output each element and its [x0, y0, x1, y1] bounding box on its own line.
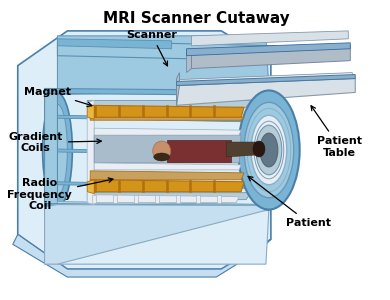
Polygon shape — [13, 234, 271, 277]
Polygon shape — [87, 193, 251, 200]
Text: Scanner: Scanner — [126, 30, 177, 66]
Ellipse shape — [244, 102, 294, 198]
Ellipse shape — [251, 115, 287, 185]
Polygon shape — [57, 149, 269, 156]
Polygon shape — [186, 43, 350, 56]
Polygon shape — [44, 88, 269, 95]
Polygon shape — [190, 180, 191, 192]
Polygon shape — [118, 105, 120, 117]
Polygon shape — [176, 195, 179, 203]
Polygon shape — [118, 180, 120, 192]
Polygon shape — [94, 135, 241, 163]
Text: Gradient
Coils: Gradient Coils — [9, 132, 101, 153]
Polygon shape — [177, 73, 179, 105]
Polygon shape — [213, 105, 215, 117]
Polygon shape — [44, 92, 57, 208]
Polygon shape — [57, 202, 269, 210]
Polygon shape — [94, 105, 96, 117]
Polygon shape — [197, 195, 200, 203]
Polygon shape — [44, 205, 269, 264]
Polygon shape — [177, 75, 355, 86]
Polygon shape — [94, 180, 96, 192]
Ellipse shape — [154, 153, 170, 161]
Polygon shape — [87, 100, 94, 205]
Polygon shape — [90, 105, 244, 117]
Polygon shape — [186, 51, 191, 73]
Text: Radio
Frequency
Coil: Radio Frequency Coil — [7, 178, 113, 211]
Polygon shape — [217, 195, 221, 203]
Polygon shape — [57, 182, 269, 189]
Polygon shape — [142, 105, 144, 117]
Polygon shape — [90, 195, 239, 203]
Polygon shape — [113, 195, 117, 203]
Ellipse shape — [153, 141, 171, 161]
Text: Patient
Table: Patient Table — [311, 106, 362, 158]
Polygon shape — [87, 100, 251, 107]
Polygon shape — [213, 180, 215, 192]
Ellipse shape — [238, 90, 300, 210]
Polygon shape — [90, 117, 244, 120]
Polygon shape — [94, 163, 241, 170]
Polygon shape — [179, 73, 352, 85]
Polygon shape — [177, 79, 355, 105]
Polygon shape — [190, 105, 191, 117]
Polygon shape — [191, 31, 348, 46]
Polygon shape — [94, 128, 241, 135]
Polygon shape — [166, 180, 168, 192]
Polygon shape — [142, 180, 144, 192]
Ellipse shape — [48, 104, 67, 196]
Polygon shape — [57, 202, 269, 210]
Polygon shape — [57, 115, 269, 122]
Polygon shape — [57, 41, 276, 61]
Polygon shape — [155, 195, 159, 203]
Polygon shape — [87, 105, 94, 119]
Polygon shape — [92, 195, 96, 203]
Polygon shape — [134, 195, 138, 203]
Polygon shape — [167, 140, 231, 162]
Ellipse shape — [260, 133, 278, 167]
Polygon shape — [57, 36, 269, 94]
Polygon shape — [166, 105, 168, 117]
Polygon shape — [57, 206, 269, 264]
Polygon shape — [191, 46, 350, 69]
Text: Patient: Patient — [248, 176, 331, 228]
Text: MRI Scanner Cutaway: MRI Scanner Cutaway — [103, 11, 290, 26]
Polygon shape — [57, 202, 269, 211]
Polygon shape — [90, 171, 244, 180]
Polygon shape — [87, 180, 94, 194]
Text: Magnet: Magnet — [24, 87, 92, 106]
Polygon shape — [90, 180, 244, 192]
Ellipse shape — [43, 93, 73, 207]
Polygon shape — [44, 204, 269, 211]
Polygon shape — [57, 39, 172, 49]
Polygon shape — [18, 31, 271, 269]
Ellipse shape — [256, 125, 282, 175]
Polygon shape — [226, 142, 256, 157]
Ellipse shape — [253, 141, 265, 157]
